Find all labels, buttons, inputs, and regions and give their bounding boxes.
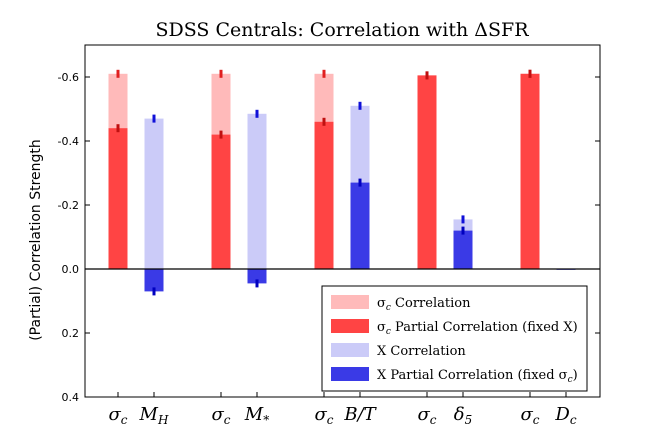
plot-frame (84, 44, 601, 398)
x-tick-label-sigma: σc (211, 404, 230, 427)
bar-x-partial (453, 230, 473, 269)
x-tick-label-x: M* (244, 404, 269, 427)
bar-x-partial (350, 182, 370, 269)
bar-sigma-partial (520, 73, 540, 269)
legend: σc Correlation σc Partial Correlation (fi… (321, 285, 588, 392)
x-tick-label-sigma: σc (314, 404, 333, 427)
x-tick-label-sigma: σc (520, 404, 539, 427)
x-tick-label-x: B/T (343, 404, 377, 425)
legend-swatch (331, 343, 369, 357)
y-tick-label: -0.2 (58, 199, 79, 212)
legend-swatch (331, 295, 369, 309)
y-tick-label: 0.4 (62, 391, 80, 404)
bar-sigma-partial (211, 134, 231, 269)
x-tick-label-sigma: σc (417, 404, 436, 427)
bars-layer (108, 69, 576, 296)
x-tick-label-x: Dc (554, 404, 576, 427)
y-tick-label: -0.4 (58, 135, 79, 148)
bar-x-correlation (247, 113, 267, 269)
legend-label: X Partial Correlation (fixed σc) (377, 368, 578, 385)
x-tick-label-x: MH (139, 404, 169, 427)
legend-label: σc Partial Correlation (fixed X) (377, 320, 578, 337)
bar-x-correlation (144, 118, 164, 269)
chart-title: SDSS Centrals: Correlation with ΔSFR (155, 19, 529, 41)
legend-label: σc Correlation (377, 296, 471, 313)
bar-x-partial (144, 269, 164, 292)
x-tick-label-x: δ5 (454, 404, 472, 427)
legend-swatch (331, 319, 369, 333)
bar-sigma-partial (108, 128, 128, 269)
y-tick-label: -0.6 (58, 71, 79, 84)
x-tick-label-sigma: σc (108, 404, 127, 427)
bar-sigma-partial (417, 75, 437, 270)
y-tick-label: 0.0 (62, 263, 80, 276)
y-axis-label: (Partial) Correlation Strength (28, 139, 44, 341)
bar-x-partial (247, 269, 267, 284)
axes-layer: σc MH σc M* σc B/T σc δ5 σc Dc -0.6 -0.4 -0.2 0.0 0.2 0… (58, 44, 601, 427)
legend-label: X Correlation (377, 344, 466, 359)
bar-sigma-partial (314, 121, 334, 269)
legend-swatch (331, 367, 369, 381)
y-tick-label: 0.2 (62, 327, 80, 340)
